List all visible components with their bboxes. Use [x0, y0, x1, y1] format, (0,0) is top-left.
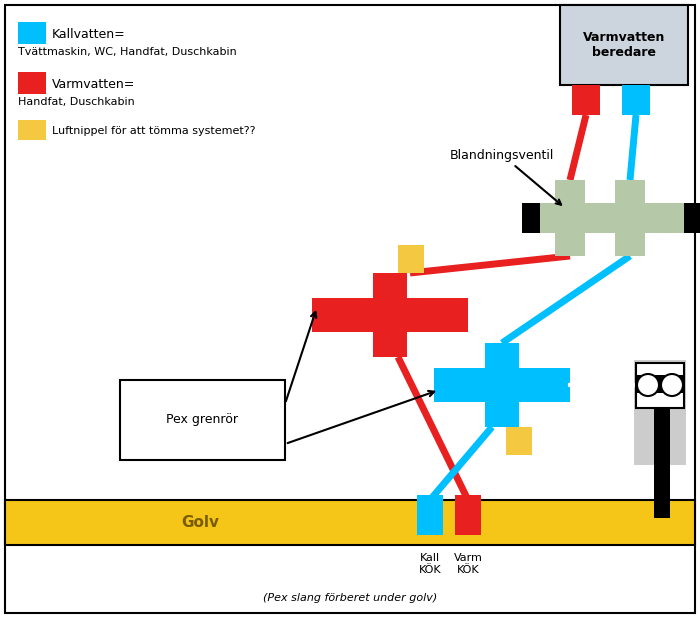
Bar: [312, 298, 468, 332]
Text: Luftnippel för att tömma systemet??: Luftnippel för att tömma systemet??: [52, 126, 256, 136]
Bar: [455, 495, 481, 535]
Text: Pex grenrör: Pex grenrör: [167, 413, 239, 426]
Bar: [555, 180, 585, 256]
Text: Varmvatten=: Varmvatten=: [52, 78, 135, 91]
Text: Kallvatten=: Kallvatten=: [52, 28, 126, 41]
Bar: [615, 180, 645, 256]
Text: (Pex slang förberet under golv): (Pex slang förberet under golv): [263, 593, 437, 603]
Text: Tvättmaskin, WC, Handfat, Duschkabin: Tvättmaskin, WC, Handfat, Duschkabin: [18, 47, 237, 57]
Bar: [634, 360, 686, 465]
Bar: [485, 343, 519, 427]
Bar: [120, 380, 285, 460]
Bar: [654, 408, 670, 518]
Bar: [636, 375, 684, 393]
Bar: [540, 203, 684, 233]
Text: Golv: Golv: [181, 515, 219, 530]
Bar: [522, 203, 540, 233]
Bar: [636, 363, 684, 408]
Bar: [434, 368, 570, 402]
Text: Handfat, Duschkabin: Handfat, Duschkabin: [18, 97, 134, 107]
Bar: [18, 72, 46, 94]
Bar: [560, 5, 688, 85]
Bar: [572, 85, 600, 115]
Bar: [570, 383, 636, 387]
Bar: [506, 427, 532, 455]
Text: Blandningsventil: Blandningsventil: [450, 148, 561, 205]
Bar: [417, 495, 443, 535]
Bar: [373, 273, 407, 357]
Bar: [398, 245, 424, 273]
Text: Kall
KÖK: Kall KÖK: [419, 553, 441, 575]
Bar: [684, 203, 700, 233]
Circle shape: [637, 374, 659, 396]
Text: Varmvatten
beredare: Varmvatten beredare: [583, 31, 665, 59]
Bar: [18, 22, 46, 44]
Bar: [622, 85, 650, 115]
Bar: [5, 500, 695, 545]
Bar: [18, 120, 46, 140]
Text: Varm
KÖK: Varm KÖK: [454, 553, 482, 575]
Circle shape: [661, 374, 683, 396]
